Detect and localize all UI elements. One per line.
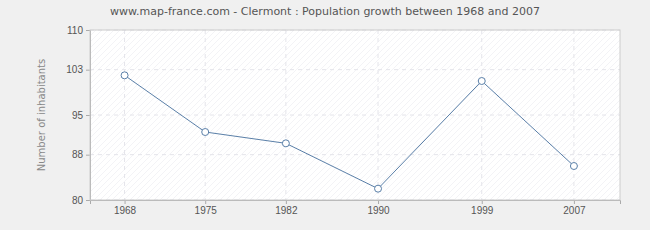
plot-area — [90, 30, 620, 200]
tick: 2007 — [563, 200, 586, 216]
tick-label: 1982 — [275, 205, 298, 216]
plot-frame — [90, 30, 620, 200]
tick: 88 — [72, 149, 90, 160]
tick: 1982 — [275, 200, 298, 216]
title: www.map-france.com - Clermont : Populati… — [110, 5, 540, 18]
tick-label: 110 — [67, 25, 83, 36]
marker-circle — [121, 72, 128, 79]
marker-circle — [282, 140, 289, 147]
marker-circle — [570, 163, 577, 170]
tick-label: 1968 — [114, 205, 137, 216]
tick-label: 2007 — [563, 205, 586, 216]
tick-mark — [86, 155, 90, 156]
tick-mark — [286, 200, 287, 204]
grid-line — [124, 30, 125, 200]
axis-line — [91, 201, 621, 205]
marker-circle — [375, 185, 382, 192]
y-axis-title: Number of inhabitants — [36, 59, 47, 171]
tick-mark — [86, 70, 90, 71]
tick-label: 88 — [72, 149, 84, 160]
tick-mark — [574, 200, 575, 204]
grid-line — [378, 30, 379, 200]
tick: 103 — [66, 64, 90, 75]
tick: 1990 — [367, 200, 390, 216]
marker-circle — [202, 129, 209, 136]
grid-line — [90, 69, 620, 70]
tick: 80 — [72, 195, 90, 206]
grid-line — [285, 30, 286, 200]
line — [125, 75, 574, 188]
grid-line — [90, 154, 620, 155]
grid — [90, 30, 620, 200]
tick-mark — [86, 200, 90, 201]
tick: 95 — [72, 110, 90, 121]
tick-mark — [125, 200, 126, 204]
tick-mark — [86, 30, 90, 31]
tick-mark — [482, 200, 483, 204]
plot: 80 88 95 103 110 1968 1975 1982 1990 1999 2007 — [66, 25, 620, 216]
tick-mark — [205, 200, 206, 204]
series — [121, 72, 577, 192]
tick-mark — [378, 200, 379, 204]
grid-line — [205, 30, 206, 200]
tick-label: 1990 — [367, 205, 390, 216]
tick-label: 80 — [72, 195, 84, 206]
chart: 80 88 95 103 110 1968 1975 1982 1990 1999 2007 www.… — [0, 0, 650, 230]
marker-circle — [478, 78, 485, 85]
tick: 1968 — [114, 200, 137, 216]
tick-mark — [86, 115, 90, 116]
y-axis: 80 88 95 103 110 — [66, 25, 90, 206]
tick-label: 95 — [72, 110, 84, 121]
grid-line — [90, 115, 620, 116]
tick-label: 103 — [66, 64, 83, 75]
grid-line — [573, 30, 574, 200]
tick: 110 — [67, 25, 90, 36]
tick-label: 1999 — [471, 205, 494, 216]
tick-label: 1975 — [195, 205, 218, 216]
tick: 1999 — [471, 200, 494, 216]
tick: 1975 — [195, 200, 218, 216]
x-axis: 1968 1975 1982 1990 1999 2007 — [91, 200, 621, 216]
grid-line — [481, 30, 482, 200]
background — [0, 0, 650, 230]
